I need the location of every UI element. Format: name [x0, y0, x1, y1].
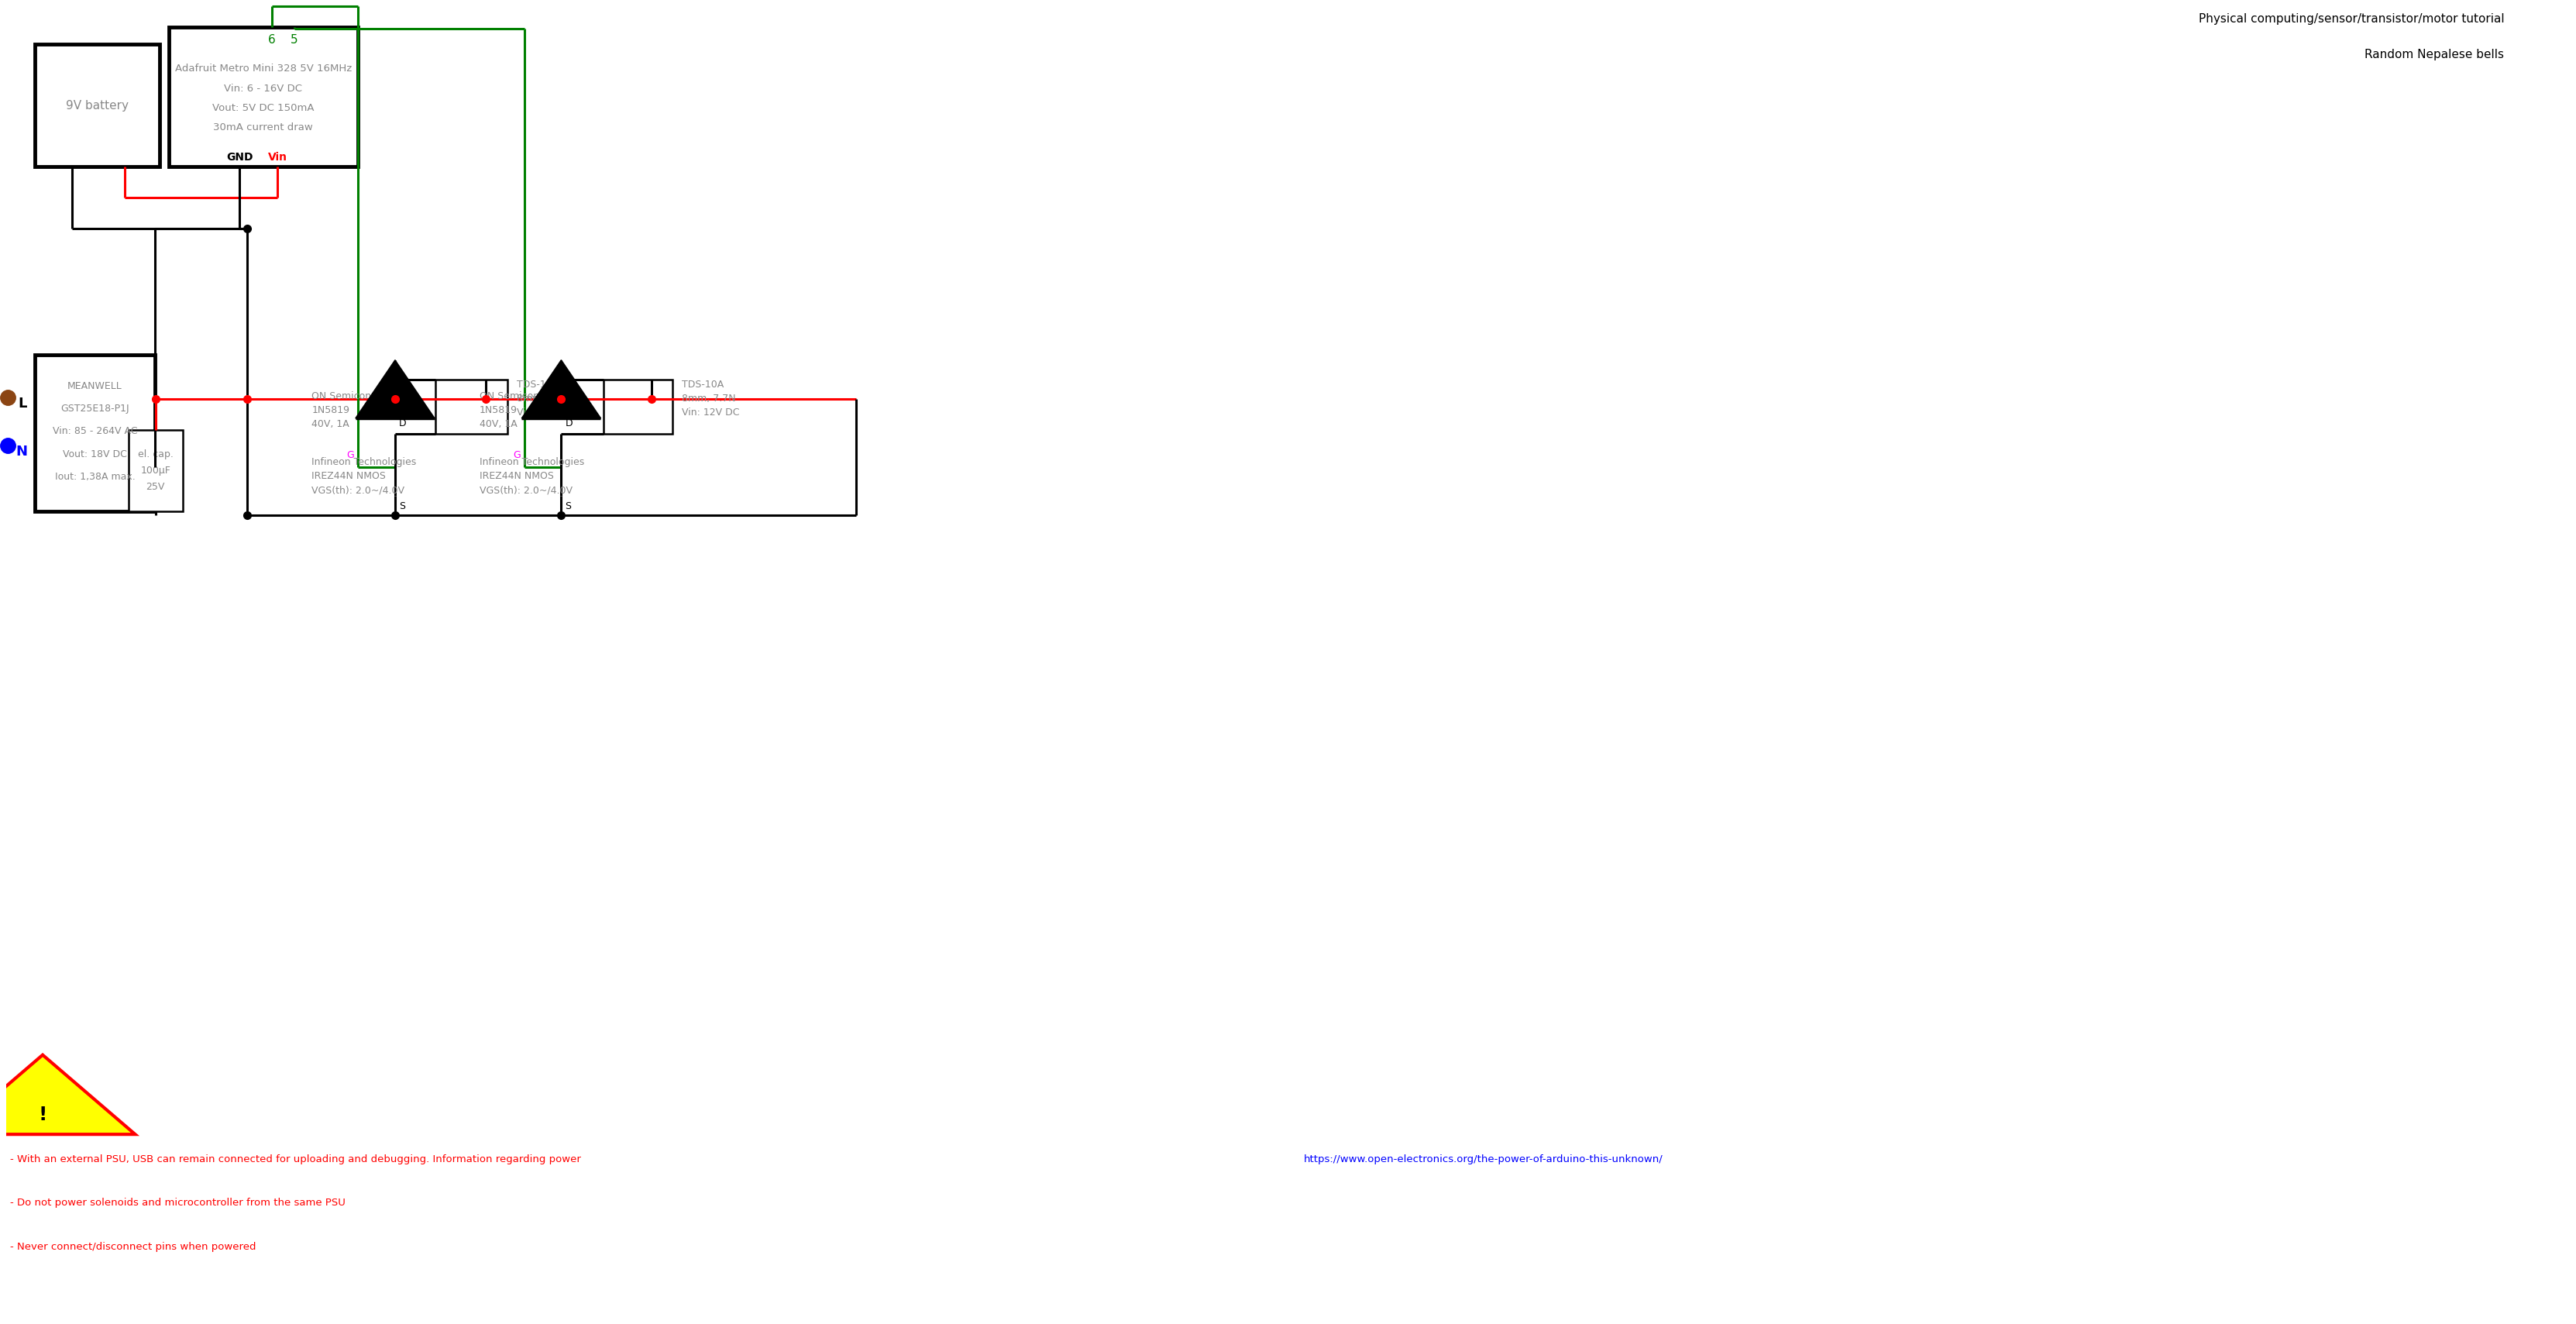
- Bar: [167, 26, 358, 167]
- Text: Iout: 1,38A max.: Iout: 1,38A max.: [54, 471, 134, 482]
- Text: https://www.open-electronics.org/the-power-of-arduino-this-unknown/: https://www.open-electronics.org/the-pow…: [1303, 1155, 1664, 1164]
- Text: ON Semiconductor
1N5819
40V, 1A: ON Semiconductor 1N5819 40V, 1A: [479, 391, 569, 429]
- Text: 9V battery: 9V battery: [67, 99, 129, 111]
- Text: - Never connect/disconnect pins when powered: - Never connect/disconnect pins when pow…: [10, 1242, 255, 1251]
- Text: !: !: [39, 1106, 46, 1124]
- Text: 6: 6: [268, 33, 276, 45]
- Bar: [129, 430, 183, 511]
- Text: - Do not power solenoids and microcontroller from the same PSU: - Do not power solenoids and microcontro…: [10, 1198, 345, 1207]
- Text: GST25E18-P1J: GST25E18-P1J: [59, 404, 129, 414]
- Text: Physical computing/sensor/transistor/motor tutorial: Physical computing/sensor/transistor/mot…: [2197, 13, 2504, 25]
- Text: Adafruit Metro Mini 328 5V 16MHz: Adafruit Metro Mini 328 5V 16MHz: [175, 64, 353, 74]
- Text: - With an external PSU, USB can remain connected for uploading and debugging. In: - With an external PSU, USB can remain c…: [10, 1155, 585, 1164]
- Text: Vout: 5V DC 150mA: Vout: 5V DC 150mA: [211, 103, 314, 113]
- Text: TDS-10A
8mm, 7.7N
Vin: 12V DC: TDS-10A 8mm, 7.7N Vin: 12V DC: [683, 380, 739, 417]
- Text: 100μF: 100μF: [142, 466, 170, 475]
- Text: TDS-10A
8mm, 7.7N
Vin: 12V DC: TDS-10A 8mm, 7.7N Vin: 12V DC: [515, 380, 574, 417]
- Text: D: D: [399, 418, 407, 429]
- Text: 25V: 25V: [147, 482, 165, 491]
- Text: 5: 5: [291, 33, 299, 45]
- Bar: [36, 44, 160, 167]
- Polygon shape: [523, 360, 600, 418]
- Text: Vin: 6 - 16V DC: Vin: 6 - 16V DC: [224, 83, 301, 94]
- Text: L: L: [18, 396, 28, 410]
- Text: Vout: 18V DC: Vout: 18V DC: [62, 449, 126, 459]
- Polygon shape: [355, 360, 435, 418]
- Polygon shape: [0, 1055, 134, 1135]
- Bar: [435, 380, 507, 434]
- Text: el. cap.: el. cap.: [137, 450, 173, 459]
- Text: N: N: [15, 445, 28, 458]
- Text: G: G: [513, 450, 520, 461]
- Text: S: S: [564, 500, 572, 511]
- Bar: [36, 355, 155, 511]
- Text: Infineon Technologies
IREZ44N NMOS
VGS(th): 2.0~/4.0V: Infineon Technologies IREZ44N NMOS VGS(t…: [312, 457, 417, 495]
- Text: G: G: [348, 450, 353, 461]
- Text: Infineon Technologies
IREZ44N NMOS
VGS(th): 2.0~/4.0V: Infineon Technologies IREZ44N NMOS VGS(t…: [479, 457, 585, 495]
- Text: 30mA current draw: 30mA current draw: [214, 123, 314, 132]
- Text: GND: GND: [227, 152, 252, 163]
- Text: S: S: [399, 500, 404, 511]
- Text: Vin: Vin: [268, 152, 286, 163]
- Text: ON Semiconductor
1N5819
40V, 1A: ON Semiconductor 1N5819 40V, 1A: [312, 391, 402, 429]
- Text: Random Nepalese bells: Random Nepalese bells: [2365, 49, 2504, 61]
- Text: Vin: 85 - 264V AC: Vin: 85 - 264V AC: [52, 426, 137, 437]
- Text: MEANWELL: MEANWELL: [67, 381, 121, 391]
- Text: D: D: [564, 418, 572, 429]
- Bar: [603, 380, 672, 434]
